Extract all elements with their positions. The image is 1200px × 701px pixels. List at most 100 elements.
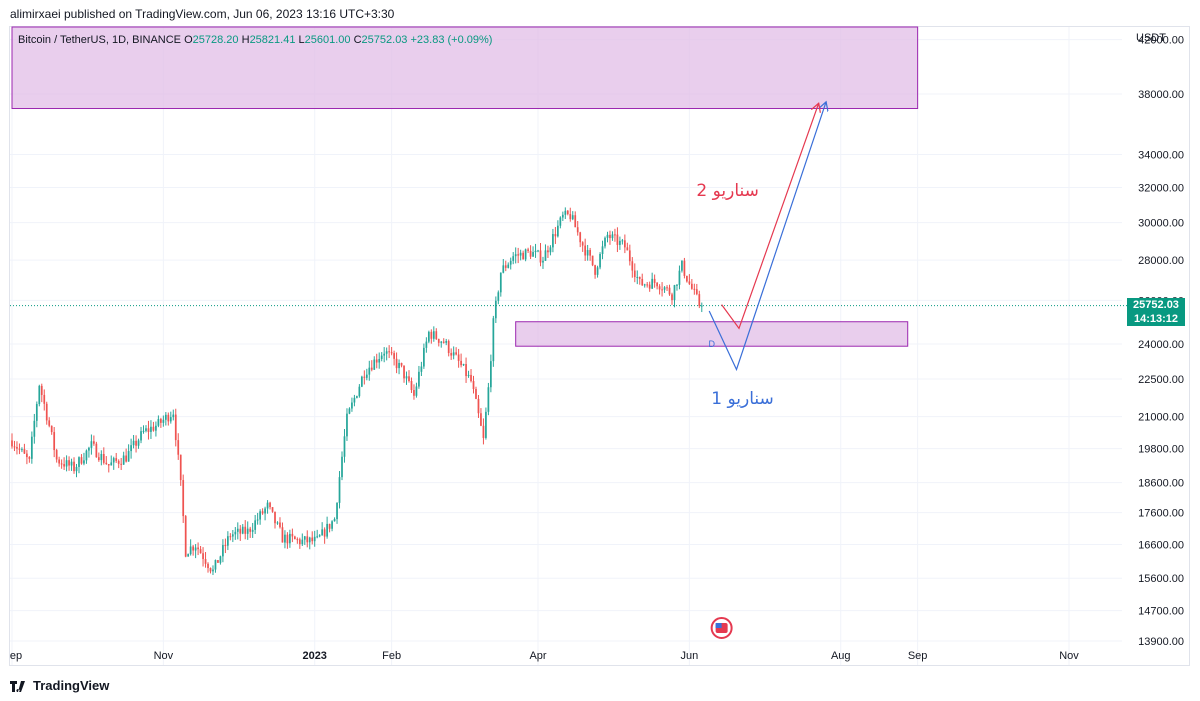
candle (621, 238, 624, 245)
candle-body (452, 352, 455, 356)
scenario-2-path[interactable] (721, 104, 819, 330)
candle-body (636, 276, 639, 278)
candle (244, 520, 247, 540)
candle-body (150, 426, 152, 432)
candle (45, 401, 48, 425)
candle-body (403, 365, 405, 379)
candle (599, 252, 601, 270)
candle-body (529, 250, 532, 257)
candle (423, 343, 425, 369)
candle-body (102, 453, 105, 463)
candle (427, 330, 430, 344)
candle (450, 348, 453, 360)
candle-body (616, 234, 619, 245)
candle (43, 389, 46, 411)
candle (418, 365, 420, 389)
candle-body (532, 252, 534, 257)
candle (112, 456, 115, 470)
footer-brand: TradingView (33, 678, 110, 693)
candle (420, 361, 423, 377)
us-flag-event-icon[interactable] (710, 617, 733, 639)
last-price-badge: 25752.03 (1127, 298, 1185, 312)
candle-body (105, 462, 108, 464)
candle-body (437, 339, 440, 343)
candle (388, 345, 391, 359)
candle (266, 500, 269, 514)
candle (155, 421, 157, 437)
candle-body (78, 457, 80, 467)
candle (281, 522, 284, 543)
candle-body (318, 535, 321, 537)
price-tick-label: 21000.00 (1138, 412, 1184, 424)
candle (447, 339, 450, 357)
candle (194, 544, 197, 559)
zone-d-label: D (708, 339, 715, 349)
time-tick-label: 2023 (302, 650, 326, 662)
candle (110, 455, 113, 466)
candle (187, 553, 190, 557)
candle (65, 455, 68, 472)
candle (398, 359, 400, 375)
candle (356, 395, 358, 399)
candle (698, 290, 701, 309)
candle-body (584, 245, 587, 256)
candle-body (269, 502, 271, 508)
tradingview-footer[interactable]: TradingView (10, 678, 109, 693)
candle-body (189, 546, 192, 555)
candle-body (13, 446, 16, 448)
candle-body (512, 256, 515, 261)
candle-body (127, 451, 130, 462)
candle (338, 471, 341, 509)
zone-upper-supply[interactable] (11, 26, 919, 110)
event-flag-canton (715, 623, 722, 628)
candle (628, 244, 631, 266)
candle (162, 415, 165, 427)
candle-body (410, 381, 413, 391)
candle (172, 409, 175, 421)
candle (470, 369, 472, 383)
price-tick-label: 32000.00 (1138, 182, 1184, 194)
candle (58, 456, 61, 467)
candle-body (244, 526, 247, 534)
price-tick-label: 42000.00 (1138, 35, 1184, 47)
zone-D[interactable] (515, 321, 909, 347)
candle (204, 552, 207, 568)
symbol-name[interactable]: Bitcoin / TetherUS, 1D, BINANCE (18, 34, 182, 46)
candle-body (423, 347, 425, 367)
candle-body (370, 367, 373, 370)
candle (53, 427, 56, 458)
candle (668, 284, 671, 296)
scenario-1-path[interactable] (708, 103, 826, 372)
candle-body (246, 528, 249, 534)
price-axis-unit[interactable]: USDT (1136, 32, 1166, 44)
candle (38, 384, 41, 407)
candle (197, 542, 199, 556)
candle (140, 426, 142, 444)
candle (465, 357, 467, 383)
price-tick-label: 38000.00 (1138, 89, 1184, 101)
candle-body (594, 265, 596, 275)
candle (638, 276, 641, 285)
high-value: 25821.41 (249, 34, 296, 46)
candle-body (259, 511, 261, 520)
candle-body (343, 436, 346, 457)
candle (648, 281, 651, 292)
candle (214, 559, 217, 573)
candle (358, 384, 361, 398)
candle (21, 447, 23, 453)
candle-body (638, 276, 641, 279)
candle-body (522, 252, 524, 260)
candle (557, 220, 559, 238)
candle-body (400, 362, 403, 366)
candle (301, 533, 304, 546)
candle (410, 377, 413, 393)
candle-body (614, 234, 616, 236)
candle-body (405, 376, 408, 379)
candle-body (40, 385, 43, 395)
candle (688, 274, 691, 285)
candle-body (619, 240, 621, 245)
candle-body (606, 234, 609, 238)
candle (50, 425, 53, 435)
candle-body (88, 447, 90, 451)
